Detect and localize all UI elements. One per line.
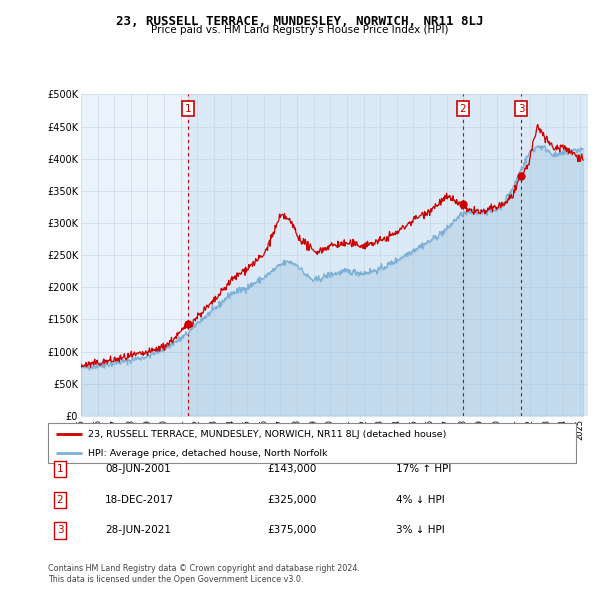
Text: 2: 2: [56, 495, 64, 504]
Text: 2: 2: [460, 104, 466, 113]
Text: 23, RUSSELL TERRACE, MUNDESLEY, NORWICH, NR11 8LJ: 23, RUSSELL TERRACE, MUNDESLEY, NORWICH,…: [116, 15, 484, 28]
Text: Contains HM Land Registry data © Crown copyright and database right 2024.: Contains HM Land Registry data © Crown c…: [48, 565, 360, 573]
Text: 1: 1: [185, 104, 191, 113]
Text: 08-JUN-2001: 08-JUN-2001: [105, 464, 171, 474]
Text: 4% ↓ HPI: 4% ↓ HPI: [396, 495, 445, 504]
Text: 17% ↑ HPI: 17% ↑ HPI: [396, 464, 451, 474]
Text: 23, RUSSELL TERRACE, MUNDESLEY, NORWICH, NR11 8LJ (detached house): 23, RUSSELL TERRACE, MUNDESLEY, NORWICH,…: [88, 430, 446, 439]
Text: 3: 3: [56, 526, 64, 535]
Bar: [188, 94, 588, 416]
Text: 1: 1: [56, 464, 64, 474]
Text: Price paid vs. HM Land Registry's House Price Index (HPI): Price paid vs. HM Land Registry's House …: [151, 25, 449, 35]
Text: HPI: Average price, detached house, North Norfolk: HPI: Average price, detached house, Nort…: [88, 448, 327, 458]
Text: 3% ↓ HPI: 3% ↓ HPI: [396, 526, 445, 535]
Text: 3: 3: [518, 104, 524, 113]
Text: £375,000: £375,000: [267, 526, 316, 535]
FancyBboxPatch shape: [48, 423, 576, 463]
Text: £325,000: £325,000: [267, 495, 316, 504]
Text: 18-DEC-2017: 18-DEC-2017: [105, 495, 174, 504]
Text: £143,000: £143,000: [267, 464, 316, 474]
Text: This data is licensed under the Open Government Licence v3.0.: This data is licensed under the Open Gov…: [48, 575, 304, 584]
Text: 28-JUN-2021: 28-JUN-2021: [105, 526, 171, 535]
